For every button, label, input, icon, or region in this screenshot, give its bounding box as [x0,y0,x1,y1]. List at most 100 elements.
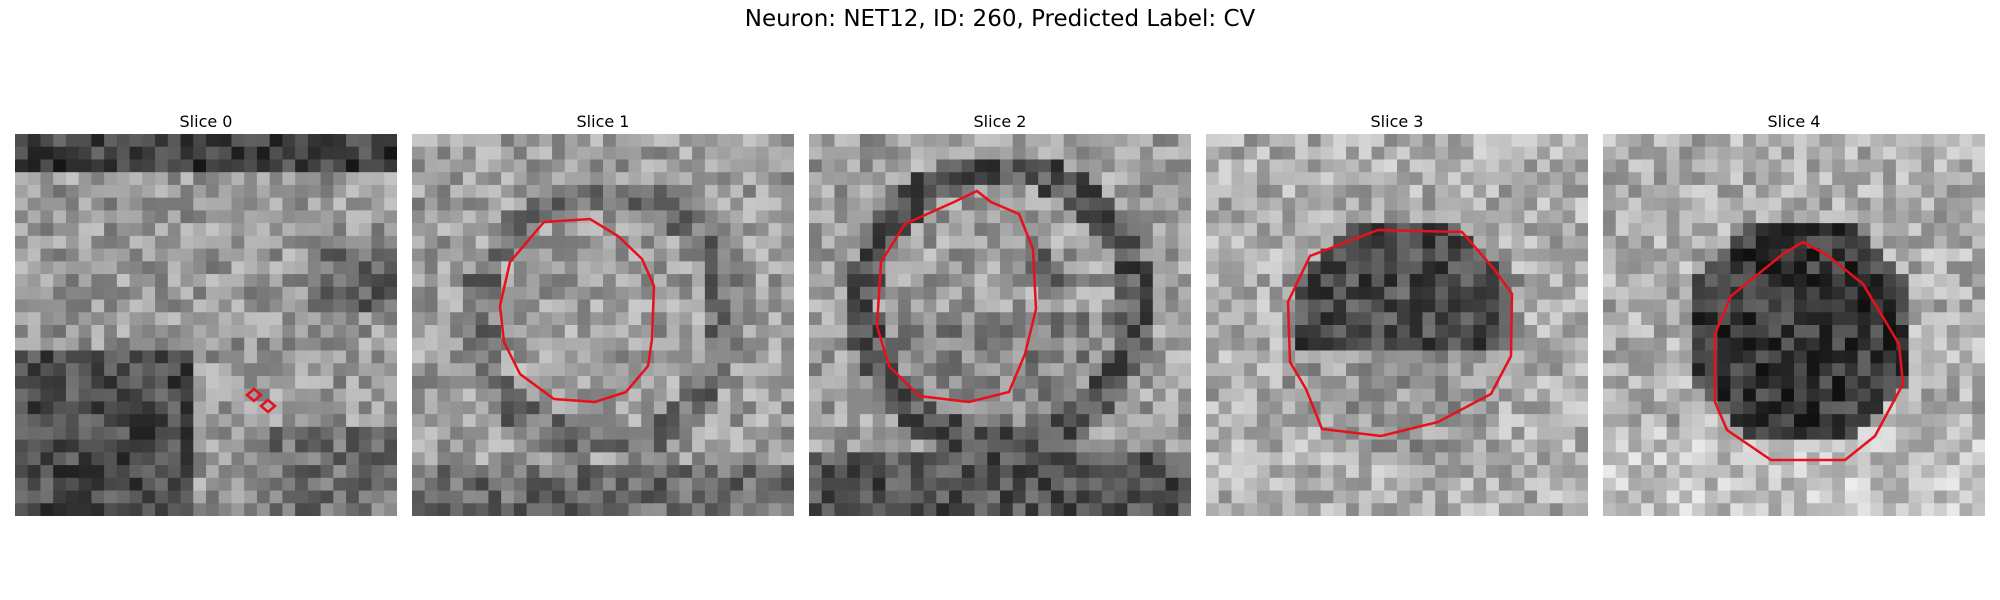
pixel [142,452,156,466]
pixel [1346,503,1360,516]
pixel [1473,401,1487,415]
pixel [27,286,42,301]
pixel [1921,235,1935,250]
pixel [1358,312,1373,326]
pixel [1666,261,1680,275]
pixel [1038,146,1052,161]
pixel [1743,286,1757,301]
pixel [692,223,706,237]
pixel [590,439,604,453]
pixel [488,134,502,148]
pixel [1422,197,1436,211]
pixel [412,223,426,237]
pixel [513,274,528,288]
pixel [1256,146,1271,161]
pixel [1256,325,1271,339]
pixel [1883,286,1897,301]
pixel [717,248,731,262]
pixel [834,477,848,492]
pixel [78,223,92,237]
pixel [821,235,836,250]
pixel [1575,325,1588,339]
pixel [1165,465,1179,479]
pixel [923,286,937,301]
pixel [1615,465,1630,479]
pixel [53,426,67,441]
pixel [1679,235,1693,250]
pixel [488,439,502,453]
pixel [1666,210,1680,224]
pixel [987,325,1001,339]
pixel [1794,388,1808,402]
pixel [552,325,566,339]
pixel [424,375,439,390]
pixel [910,414,925,428]
pixel [1165,223,1179,237]
pixel [155,363,169,377]
pixel [218,337,233,352]
pixel [1038,503,1052,516]
pixel [1127,325,1141,339]
pixel [282,197,296,211]
pixel [295,350,309,364]
pixel [27,223,42,237]
pixel [1524,414,1538,428]
pixel [1870,337,1884,352]
pixel [1959,477,1973,492]
pixel [501,146,515,161]
pixel [193,375,207,390]
pixel [666,146,680,161]
pixel [1730,363,1744,377]
pixel [949,401,963,415]
pixel [320,159,334,173]
pixel [116,274,131,288]
pixel [1435,197,1449,211]
pixel [1946,337,1961,352]
pixel [666,375,680,390]
pixel [231,401,245,415]
pixel [1114,490,1128,504]
pixel [641,235,655,250]
pixel [1819,414,1833,428]
pixel [193,146,207,161]
pixel [475,159,489,173]
pixel [91,477,105,492]
pixel [552,375,566,390]
pixel [949,274,963,288]
pixel [1794,223,1808,237]
pixel [1666,223,1680,237]
pixel [295,184,309,199]
pixel [155,401,169,415]
pixel [320,261,334,275]
pixel [167,477,182,492]
pixel [847,172,861,186]
pixel [307,490,322,504]
pixel [1549,134,1564,148]
pixel [180,388,194,402]
pixel [513,350,528,364]
pixel [1972,312,1985,326]
pixel [1511,299,1525,313]
pixel [231,439,245,453]
pixel [206,503,220,516]
pixel [577,350,591,364]
pixel [295,401,309,415]
pixel [333,337,347,352]
pixel [641,312,655,326]
pixel [231,146,245,161]
pixel [384,172,397,186]
pixel [872,210,886,224]
pixel [180,465,194,479]
pixel [1460,490,1474,504]
pixel [1511,210,1525,224]
pixel [1704,414,1719,428]
pixel [295,465,309,479]
pixel [53,325,67,339]
pixel [167,134,182,148]
pixel [1473,261,1487,275]
pixel [526,312,540,326]
pixel [1498,426,1513,441]
pixel [1269,375,1283,390]
pixel [40,184,54,199]
pixel [898,184,912,199]
